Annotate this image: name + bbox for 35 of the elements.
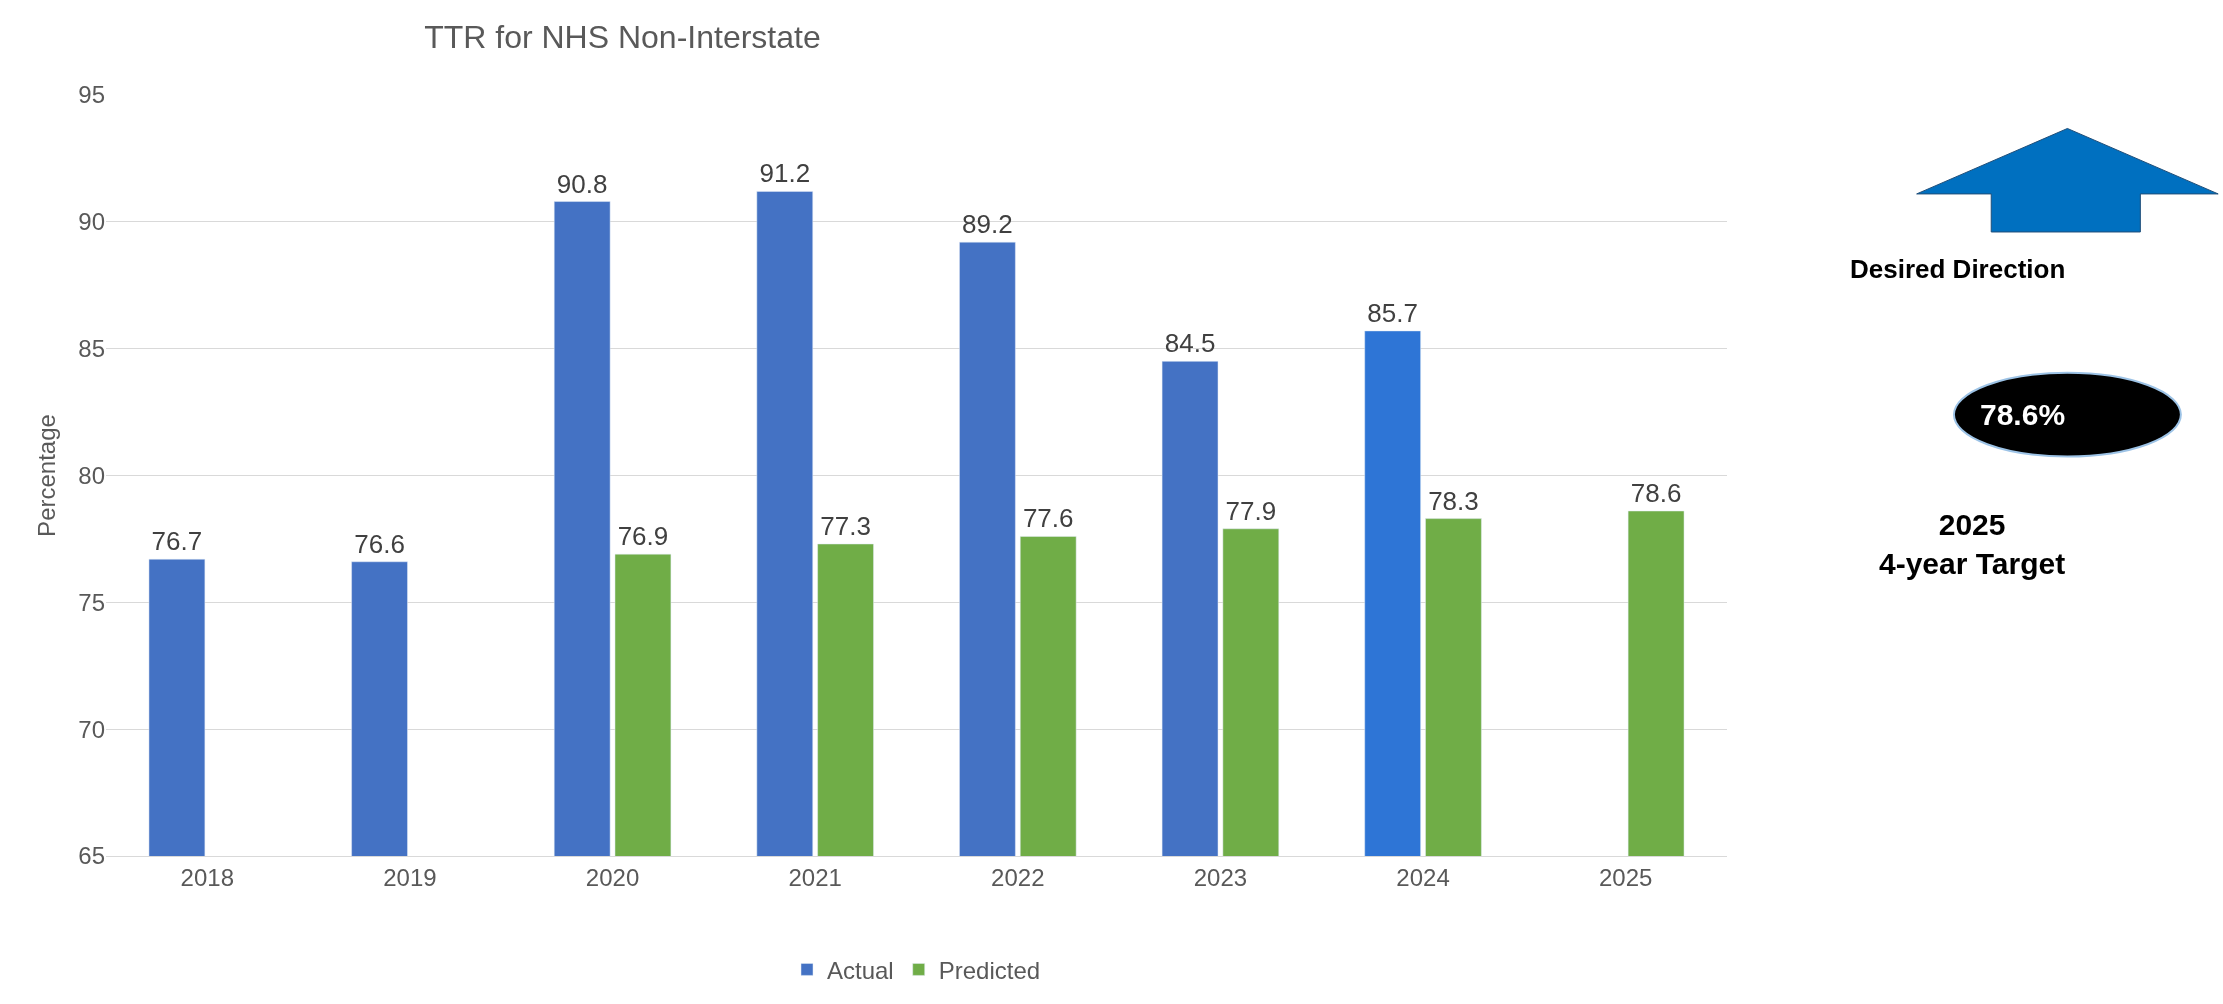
y-tick-label: 80 xyxy=(78,461,105,489)
x-tick-label: 2018 xyxy=(180,863,235,891)
data-label: 91.2 xyxy=(759,158,811,189)
data-label: 77.6 xyxy=(1022,503,1074,534)
data-label: 76.9 xyxy=(617,521,669,552)
text: 2025 4-year Target xyxy=(1879,508,2066,580)
data-label: 85.7 xyxy=(1367,297,1418,328)
y-tick-label: 70 xyxy=(78,715,105,743)
data-label: 78.3 xyxy=(1428,485,1479,516)
chart-title: TTR for NHS Non-Interstate xyxy=(424,18,821,55)
y-tick-label: 65 xyxy=(78,842,105,870)
text: Desired Direction xyxy=(1850,254,2066,284)
x-tick-label: 2023 xyxy=(1193,863,1248,891)
data-label: 77.9 xyxy=(1225,495,1277,526)
data-label: 76.7 xyxy=(151,526,203,557)
text: 78.6% xyxy=(1980,398,2066,431)
data-label: 84.5 xyxy=(1164,328,1216,359)
x-tick-label: 2024 xyxy=(1396,863,1450,891)
y-tick-label: 90 xyxy=(78,208,105,236)
x-tick-label: 2022 xyxy=(991,863,1045,891)
data-label: 78.6 xyxy=(1630,478,1682,509)
x-tick-label: 2020 xyxy=(585,863,640,891)
legend-label: Actual xyxy=(827,956,894,984)
x-tick-label: 2025 xyxy=(1598,863,1653,891)
legend-label: Predicted xyxy=(938,956,1041,984)
x-tick-label: 2019 xyxy=(383,863,437,891)
y-tick-label: 85 xyxy=(78,335,105,363)
y-tick-label: 75 xyxy=(78,588,105,616)
y-tick-label: 95 xyxy=(78,81,105,109)
x-tick-label: 2021 xyxy=(788,863,842,891)
data-label: 89.2 xyxy=(962,209,1013,240)
data-label: 90.8 xyxy=(556,168,608,199)
data-label: 76.6 xyxy=(354,528,405,559)
data-label: 77.3 xyxy=(820,510,871,541)
y-axis-title: Percentage xyxy=(33,414,61,537)
